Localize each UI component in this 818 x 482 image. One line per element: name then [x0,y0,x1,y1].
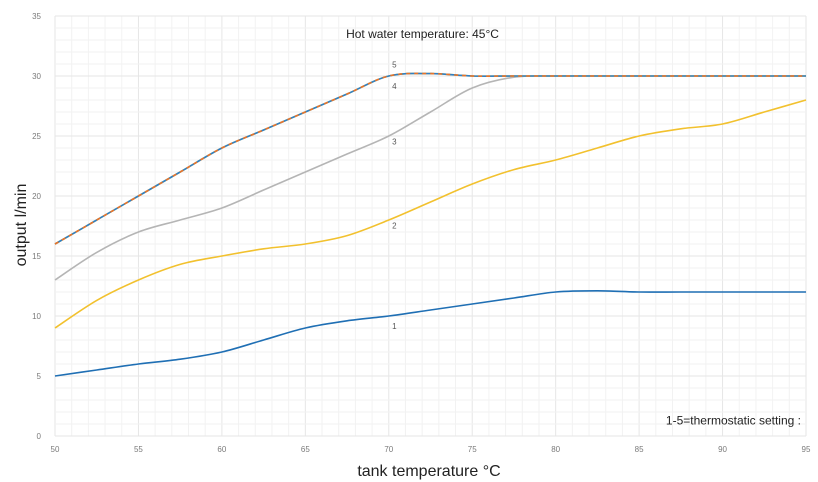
series-line-4 [54,72,806,245]
y-axis-title: output l/min [13,184,30,267]
series-label-2: 2 [392,221,397,230]
series-label-1: 1 [392,322,397,331]
y-tick-label: 0 [37,432,42,441]
x-tick-label: 55 [134,445,143,454]
x-tick-label: 65 [301,445,310,454]
hot-water-temperature-annotation: Hot water temperature: 45°C [346,27,499,41]
series-labels: 1 2 3 4 5 [392,61,397,332]
annotations: Hot water temperature: 45°C 1-5=thermosta… [346,27,801,427]
series-line-5 [54,72,806,245]
series-label-4: 4 [392,82,397,91]
x-tick-labels: 50 55 60 65 70 75 80 85 90 95 [51,445,811,454]
x-axis-title: tank temperature °C [357,463,500,480]
x-tick-label: 90 [718,445,727,454]
series-line-5-dash [54,72,806,245]
y-tick-label: 10 [32,312,41,321]
y-tick-label: 5 [37,372,42,381]
series-line-1 [54,289,806,377]
x-tick-label: 50 [51,445,60,454]
series-lines [54,72,807,377]
series-line-2 [54,99,807,329]
y-tick-labels: 0 5 10 15 20 25 30 35 [32,12,41,441]
series-line-3 [54,75,806,281]
x-tick-label: 80 [551,445,560,454]
x-tick-label: 85 [635,445,644,454]
x-tick-label: 60 [217,445,226,454]
x-tick-label: 95 [802,445,811,454]
x-tick-label: 75 [468,445,477,454]
series-label-3: 3 [392,137,397,146]
y-tick-label: 35 [32,12,41,21]
y-tick-label: 30 [32,72,41,81]
y-tick-label: 20 [32,192,41,201]
x-tick-label: 70 [384,445,393,454]
series-label-5: 5 [392,61,397,70]
thermostatic-setting-annotation: 1-5=thermostatic setting : [666,413,801,427]
y-tick-label: 15 [32,252,41,261]
y-tick-label: 25 [32,132,41,141]
gridlines [54,15,807,437]
